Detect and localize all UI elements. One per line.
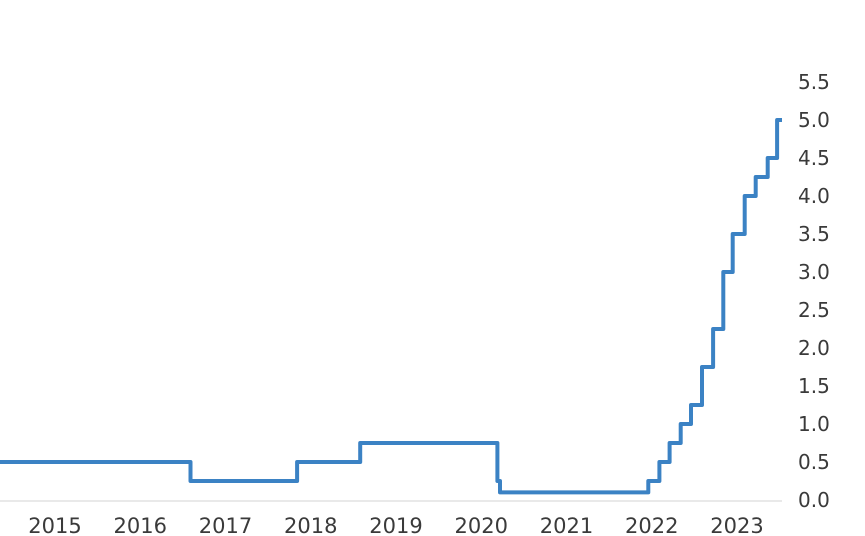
x-tick-label: 2021	[540, 514, 593, 536]
x-tick-label: 2019	[369, 514, 422, 536]
x-tick-label: 2020	[455, 514, 508, 536]
y-tick-label: 5.0	[798, 108, 830, 132]
x-tick-label: 2015	[28, 514, 81, 536]
y-tick-label: 0.5	[798, 450, 830, 474]
y-tick-label: 5.5	[798, 70, 830, 94]
x-tick-label: 2022	[625, 514, 678, 536]
y-tick-label: 4.5	[798, 146, 830, 170]
rate-step-line	[0, 118, 782, 495]
x-tick-label: 2023	[710, 514, 763, 536]
x-tick-label: 2018	[284, 514, 337, 536]
y-tick-label: 1.5	[798, 374, 830, 398]
y-tick-label: 1.0	[798, 412, 830, 436]
y-tick-label: 3.5	[798, 222, 830, 246]
y-tick-label: 2.0	[798, 336, 830, 360]
x-tick-label: 2016	[114, 514, 167, 536]
y-tick-label: 4.0	[798, 184, 830, 208]
y-tick-label: 0.0	[798, 488, 830, 512]
y-tick-label: 3.0	[798, 260, 830, 284]
x-tick-label: 2017	[199, 514, 252, 536]
y-tick-label: 2.5	[798, 298, 830, 322]
